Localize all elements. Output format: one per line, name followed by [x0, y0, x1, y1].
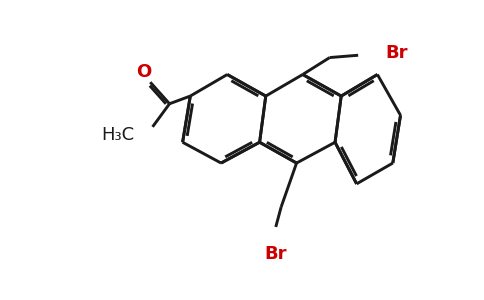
Text: H₃C: H₃C [102, 126, 135, 144]
Text: O: O [136, 63, 151, 81]
Text: Br: Br [385, 44, 408, 62]
Text: Br: Br [265, 245, 287, 263]
